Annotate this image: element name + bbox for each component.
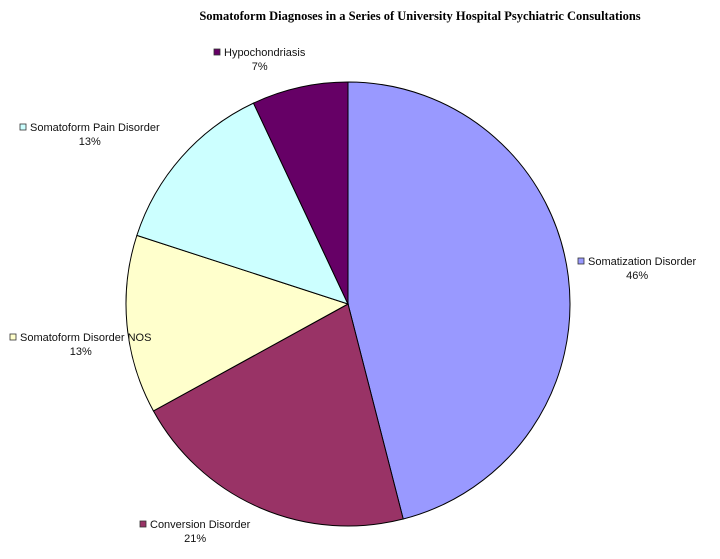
pie-slice	[347, 81, 571, 520]
slice-label: Somatoform Disorder NOS	[20, 332, 151, 344]
slice-value: 13%	[79, 136, 101, 148]
slice-label: Somatoform Pain Disorder	[30, 122, 160, 134]
legend-swatch	[139, 520, 147, 528]
pie-slice	[152, 303, 404, 527]
slice-label: Somatization Disorder	[588, 256, 697, 268]
slice-label: Hypochondriasis	[224, 47, 306, 59]
slice-value: 7%	[252, 61, 268, 73]
pie-slice	[125, 234, 350, 412]
slice-value: 21%	[184, 533, 206, 545]
slice-value: 13%	[70, 346, 92, 358]
legend-swatch	[577, 257, 585, 265]
legend-swatch	[9, 333, 17, 341]
chart-title: Somatoform Diagnoses in a Series of Univ…	[199, 9, 640, 23]
pie-slice	[136, 102, 349, 305]
slice-value: 46%	[626, 270, 648, 282]
legend-swatch	[213, 48, 221, 56]
legend-swatch	[19, 123, 27, 131]
slice-label: Conversion Disorder	[150, 519, 251, 531]
pie-slice	[252, 81, 349, 305]
